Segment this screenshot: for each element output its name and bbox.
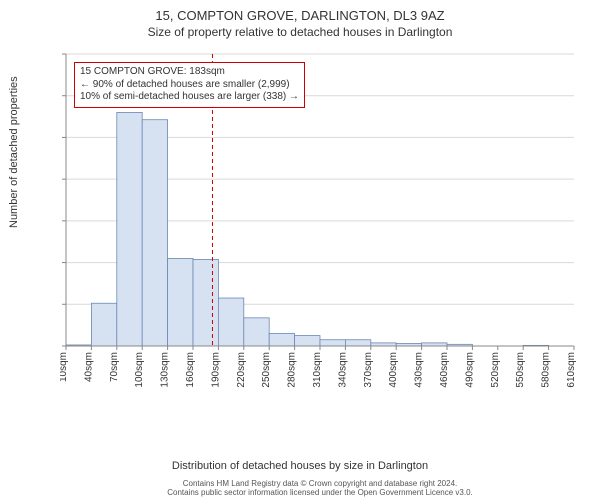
annotation-line1: 15 COMPTON GROVE: 183sqm xyxy=(80,66,299,79)
svg-text:430sqm: 430sqm xyxy=(414,352,425,388)
svg-text:130sqm: 130sqm xyxy=(160,352,171,388)
footer-line2: Contains public sector information licen… xyxy=(60,488,580,498)
svg-text:520sqm: 520sqm xyxy=(490,352,501,388)
svg-text:160sqm: 160sqm xyxy=(185,352,196,388)
x-axis-label: Distribution of detached houses by size … xyxy=(0,460,600,472)
footer-line1: Contains HM Land Registry data © Crown c… xyxy=(60,479,580,489)
svg-text:580sqm: 580sqm xyxy=(541,352,552,388)
svg-text:100sqm: 100sqm xyxy=(134,352,145,388)
svg-text:280sqm: 280sqm xyxy=(287,352,298,388)
svg-text:610sqm: 610sqm xyxy=(566,352,577,388)
svg-text:220sqm: 220sqm xyxy=(236,352,247,388)
svg-text:460sqm: 460sqm xyxy=(439,352,450,388)
svg-text:250sqm: 250sqm xyxy=(261,352,272,388)
annotation-box: 15 COMPTON GROVE: 183sqm ← 90% of detach… xyxy=(74,62,305,108)
annotation-line3: 10% of semi-detached houses are larger (… xyxy=(80,91,299,104)
annotation-line2: ← 90% of detached houses are smaller (2,… xyxy=(80,79,299,92)
svg-text:10sqm: 10sqm xyxy=(60,352,69,382)
svg-text:340sqm: 340sqm xyxy=(337,352,348,388)
title-sub: Size of property relative to detached ho… xyxy=(0,23,600,39)
title-main: 15, COMPTON GROVE, DARLINGTON, DL3 9AZ xyxy=(0,0,600,23)
svg-text:40sqm: 40sqm xyxy=(83,352,94,382)
chart-area: 020040060080010001200140010sqm40sqm70sqm… xyxy=(60,48,580,408)
svg-text:550sqm: 550sqm xyxy=(515,352,526,388)
svg-text:370sqm: 370sqm xyxy=(363,352,374,388)
svg-text:70sqm: 70sqm xyxy=(109,352,120,382)
y-axis-label: Number of detached properties xyxy=(8,76,20,228)
svg-text:310sqm: 310sqm xyxy=(312,352,323,388)
svg-text:190sqm: 190sqm xyxy=(210,352,221,388)
svg-text:490sqm: 490sqm xyxy=(464,352,475,388)
svg-text:400sqm: 400sqm xyxy=(388,352,399,388)
footer: Contains HM Land Registry data © Crown c… xyxy=(60,479,580,498)
chart-container: 15, COMPTON GROVE, DARLINGTON, DL3 9AZ S… xyxy=(0,0,600,500)
